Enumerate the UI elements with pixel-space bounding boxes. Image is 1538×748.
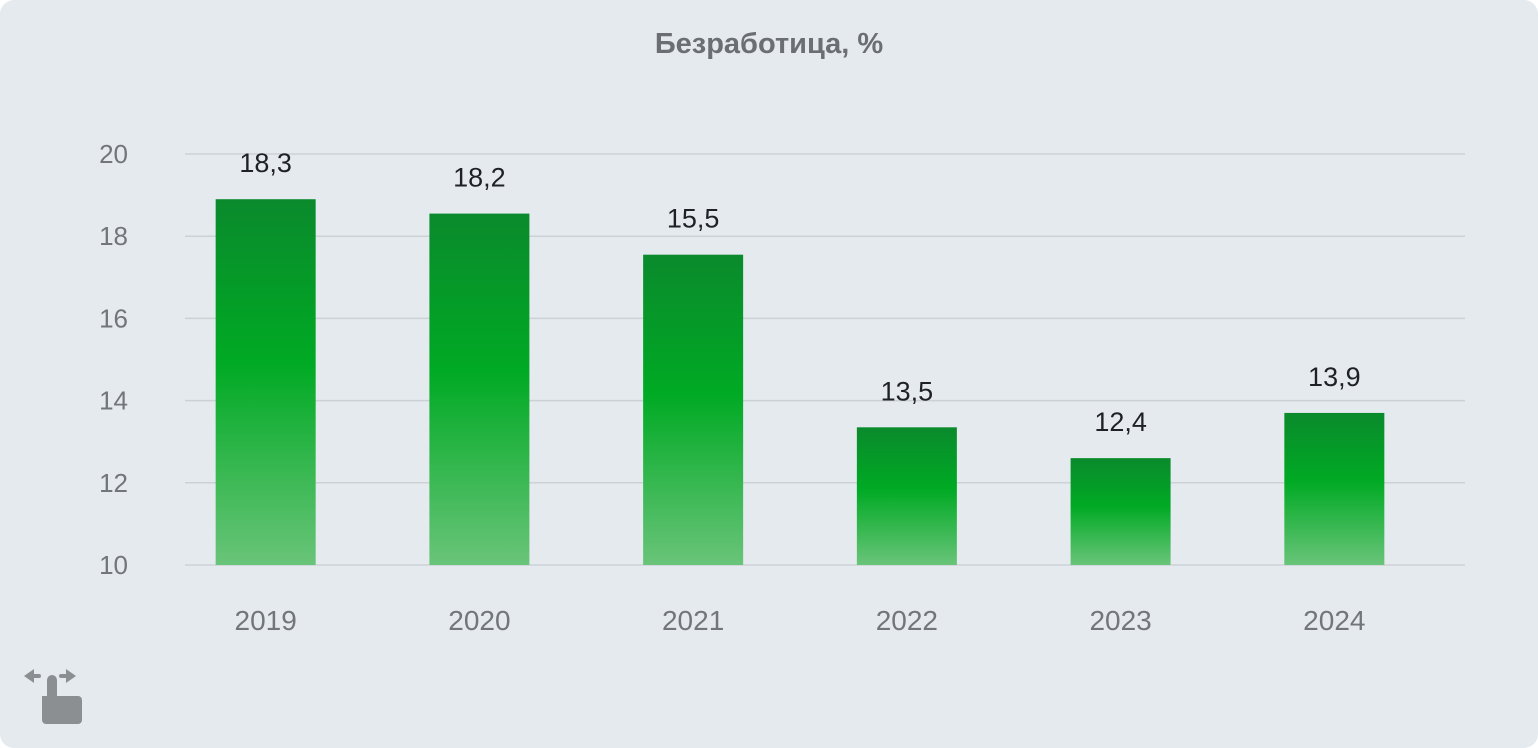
- y-tick-label: 12: [99, 468, 128, 498]
- y-tick-label: 20: [99, 139, 128, 169]
- value-label-2019: 18,3: [239, 148, 292, 178]
- bar-2020: [429, 213, 530, 565]
- bars: [215, 199, 1385, 565]
- grid-lines: [185, 153, 1465, 566]
- bar-2021: [643, 254, 744, 565]
- bar-2022: [856, 427, 957, 565]
- x-tick-label-2024: 2024: [1303, 605, 1365, 636]
- y-tick-label: 14: [99, 386, 128, 416]
- value-label-2020: 18,2: [453, 163, 506, 193]
- bar-2019: [215, 199, 316, 565]
- value-label-2024: 13,9: [1308, 362, 1361, 392]
- x-tick-label-2019: 2019: [235, 605, 297, 636]
- x-axis: 2019 2020 2021 2022 2023 2024: [235, 605, 1366, 636]
- x-tick-label-2021: 2021: [662, 605, 724, 636]
- bar-2024: [1284, 412, 1385, 565]
- bar-2023: [1070, 458, 1171, 565]
- y-tick-label: 18: [99, 221, 128, 251]
- value-label-2022: 13,5: [881, 376, 934, 406]
- x-tick-label-2023: 2023: [1089, 605, 1151, 636]
- x-tick-label-2020: 2020: [448, 605, 510, 636]
- y-tick-label: 16: [99, 303, 128, 333]
- chart-title: Безработица, %: [654, 28, 884, 60]
- y-tick-label: 10: [99, 550, 128, 580]
- y-axis: 10 12 14 16 18 20: [99, 139, 128, 580]
- value-labels: 18,3 18,2 15,5 13,5 12,4 13,9: [239, 148, 1360, 437]
- value-label-2021: 15,5: [667, 204, 720, 234]
- value-label-2023: 12,4: [1094, 407, 1147, 437]
- swipe-gesture-icon: [24, 669, 82, 724]
- x-tick-label-2022: 2022: [876, 605, 938, 636]
